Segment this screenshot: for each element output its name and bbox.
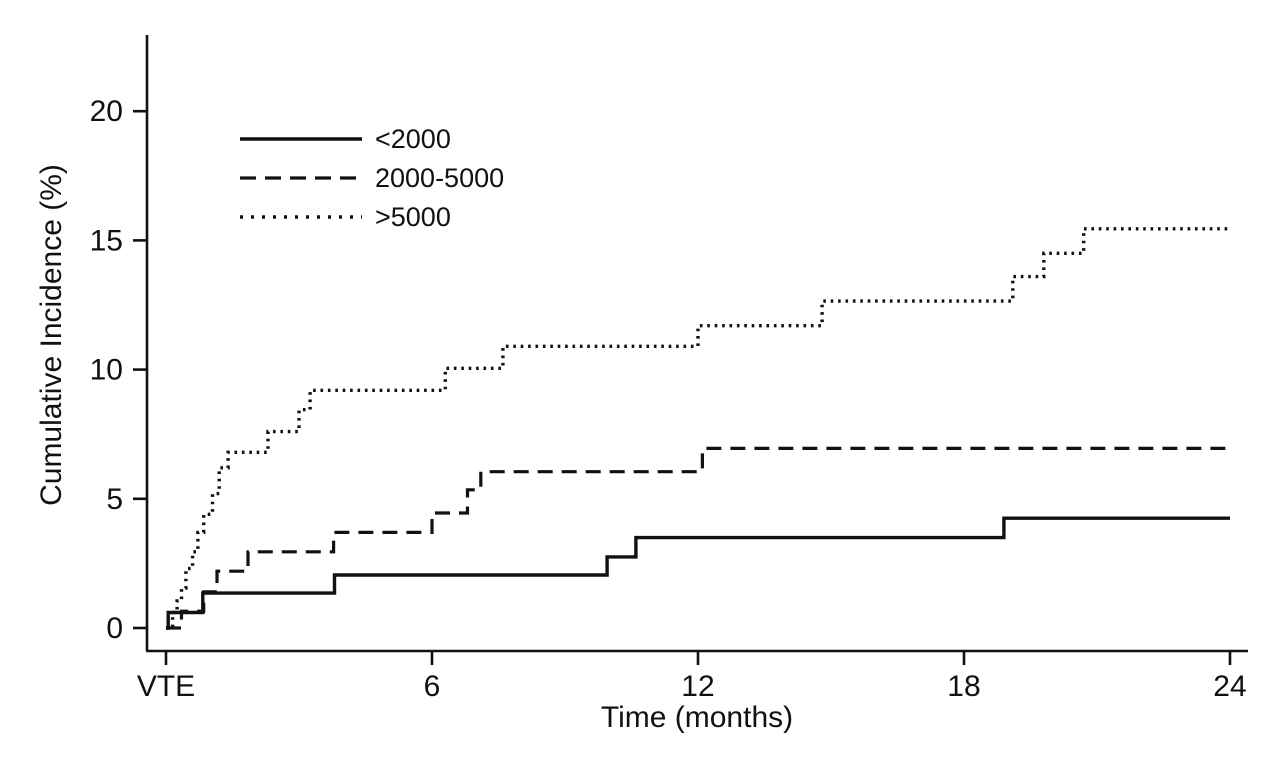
x-axis-title: Time (months) xyxy=(600,701,794,734)
series-line-2 xyxy=(166,227,1230,630)
y-axis-title: Cumulative Incidence (%) xyxy=(35,164,68,506)
y-tick-label: 20 xyxy=(90,95,123,128)
x-tick-label: 6 xyxy=(424,670,441,703)
y-tick-label: 5 xyxy=(106,483,123,516)
x-tick-label: VTE xyxy=(137,670,195,703)
y-tick-label: 10 xyxy=(90,354,123,387)
y-tick-label: 15 xyxy=(90,224,123,257)
x-tick-label: 12 xyxy=(681,670,714,703)
legend-label-2: >5000 xyxy=(375,202,451,232)
series-line-1 xyxy=(166,446,1230,630)
legend-label-0: <2000 xyxy=(375,124,451,154)
legend-label-1: 2000-5000 xyxy=(375,163,504,193)
x-tick-label: 24 xyxy=(1213,670,1246,703)
x-tick-label: 18 xyxy=(947,670,980,703)
series-line-0 xyxy=(166,516,1230,630)
y-tick-label: 0 xyxy=(106,612,123,645)
